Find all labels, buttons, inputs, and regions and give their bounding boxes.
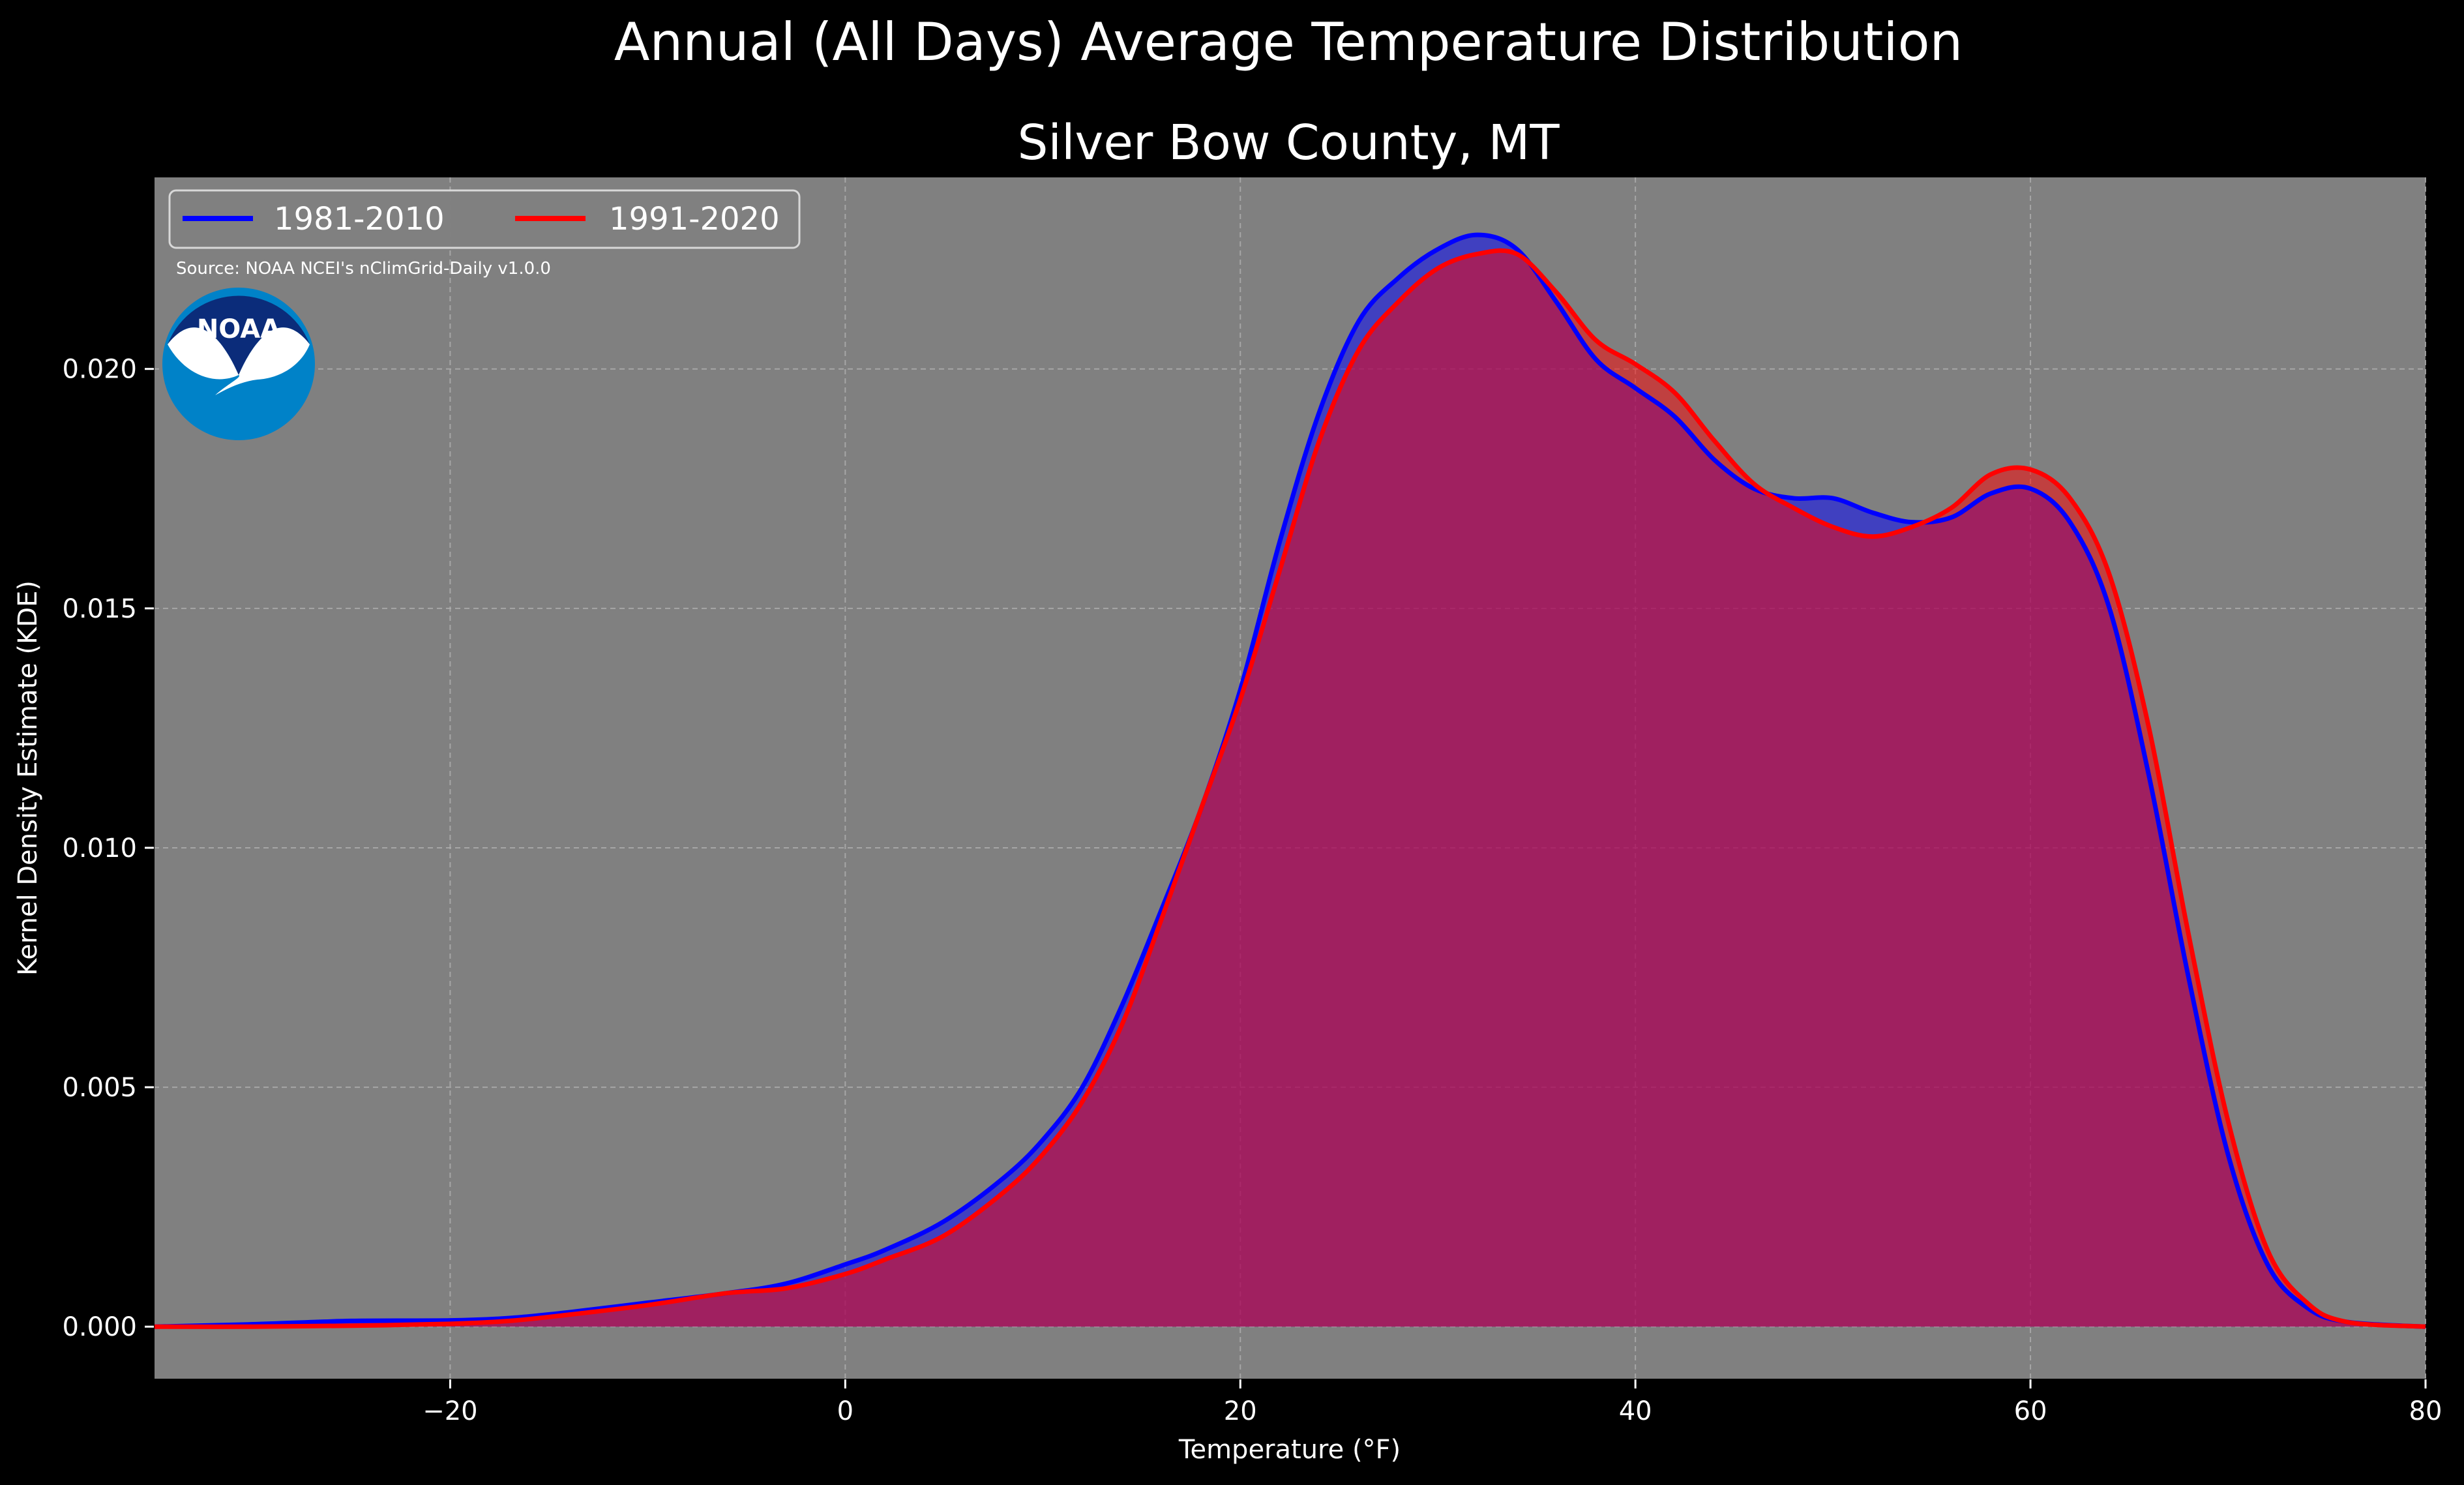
x-tick-label: 0 <box>837 1396 853 1426</box>
series-line-1991-2020 <box>153 248 2426 1329</box>
x-axis-label: Temperature (°F) <box>1178 1435 1401 1465</box>
legend-label-1991-2020: 1991-2020 <box>609 201 780 237</box>
series-layer <box>153 232 2426 1329</box>
chart-subtitle: Silver Bow County, MT <box>1017 115 1560 171</box>
axes <box>153 177 2426 1380</box>
y-tick-label: 0.010 <box>62 833 137 863</box>
y-ticks: 0.000 0.005 0.010 0.015 0.020 <box>62 355 154 1342</box>
chart-title: Annual (All Days) Average Temperature Di… <box>614 12 1963 72</box>
noaa-logo-text: NOAA <box>197 314 280 344</box>
x-ticks: −20 0 20 40 60 80 <box>423 1379 2442 1426</box>
noaa-logo: NOAA <box>162 288 315 440</box>
legend-box <box>168 189 801 249</box>
x-tick-label: 80 <box>2409 1396 2442 1426</box>
source-note: Source: NOAA NCEI's nClimGrid-Daily v1.0… <box>176 259 551 278</box>
series-fill-1991-2020 <box>154 250 2426 1327</box>
y-axis-label: Kernel Density Estimate (KDE) <box>13 580 43 976</box>
y-tick-label: 0.015 <box>62 594 137 624</box>
legend: 1981-2010 1991-2020 <box>168 189 801 249</box>
x-tick-label: 60 <box>2014 1396 2047 1426</box>
x-tick-label: −20 <box>423 1396 477 1426</box>
legend-label-1981-2010: 1981-2010 <box>274 201 445 237</box>
x-tick-label: 20 <box>1224 1396 1257 1426</box>
y-tick-label: 0.005 <box>62 1073 137 1103</box>
y-tick-label: 0.020 <box>62 355 137 385</box>
y-tick-label: 0.000 <box>62 1312 137 1342</box>
x-tick-label: 40 <box>1619 1396 1652 1426</box>
